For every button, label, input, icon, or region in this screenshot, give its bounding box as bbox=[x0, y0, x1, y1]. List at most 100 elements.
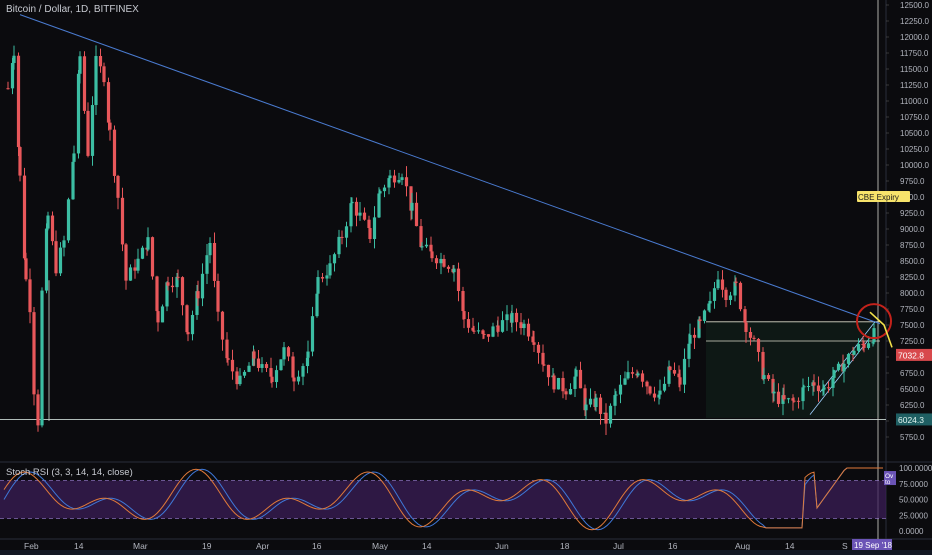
candle-body bbox=[16, 55, 21, 148]
candle-body bbox=[461, 291, 465, 312]
candle-body bbox=[734, 281, 738, 283]
candle-body bbox=[230, 359, 235, 372]
current-price-label: 7032.8 bbox=[898, 350, 924, 360]
candle-body bbox=[90, 105, 95, 156]
price-tick: 11250.0 bbox=[900, 81, 929, 90]
stoch-rsi-title[interactable]: Stoch RSI (3, 3, 14, 14, close) bbox=[6, 467, 133, 478]
rsi-badge-line1: Ov bbox=[885, 473, 894, 480]
candle-body bbox=[270, 376, 274, 383]
price-tick: 12250.0 bbox=[900, 17, 929, 26]
candle-body bbox=[522, 323, 526, 329]
candle-body bbox=[424, 244, 429, 247]
candle-body bbox=[452, 268, 456, 273]
candle-body bbox=[743, 309, 747, 323]
candle-body bbox=[274, 370, 279, 383]
price-tick: 7750.0 bbox=[900, 305, 925, 314]
candle-body bbox=[738, 282, 743, 310]
candle-body bbox=[372, 217, 377, 240]
candle-body bbox=[466, 319, 471, 328]
candle-body bbox=[150, 237, 155, 277]
candle-body bbox=[387, 178, 391, 188]
time-tick: Aug bbox=[735, 541, 750, 550]
candle-body bbox=[645, 381, 649, 387]
price-tick: 10500.0 bbox=[900, 129, 929, 138]
candle-body bbox=[291, 356, 295, 378]
candle-body bbox=[756, 338, 761, 352]
time-tick: Jul bbox=[613, 541, 624, 550]
candle-body bbox=[594, 397, 598, 408]
price-tick: 9750.0 bbox=[900, 177, 925, 186]
candle-body bbox=[195, 291, 199, 315]
candle-body bbox=[165, 282, 169, 307]
candle-body bbox=[761, 351, 765, 380]
candle-body bbox=[269, 368, 273, 377]
candle-body bbox=[28, 279, 32, 313]
time-tick: 14 bbox=[74, 541, 84, 550]
candle-body bbox=[856, 343, 861, 351]
rsi-badge-line2: to bbox=[885, 479, 891, 486]
candle-body bbox=[429, 244, 433, 252]
candle-body bbox=[496, 325, 500, 332]
candle-body bbox=[166, 282, 170, 286]
candle-body bbox=[697, 319, 701, 338]
date-badge bbox=[852, 539, 892, 550]
candle-body bbox=[18, 147, 22, 176]
candle-body bbox=[724, 289, 728, 300]
candle-body bbox=[22, 175, 27, 259]
candle-body bbox=[456, 268, 461, 292]
candle-body bbox=[176, 276, 180, 278]
time-tick: 19 bbox=[202, 541, 212, 550]
candle-body bbox=[677, 373, 681, 378]
candle-body bbox=[598, 397, 603, 414]
candle-body bbox=[377, 193, 381, 218]
candle-body bbox=[556, 377, 561, 390]
time-tick: May bbox=[372, 541, 389, 550]
candle-body bbox=[564, 391, 568, 395]
candle-body bbox=[462, 311, 466, 320]
candle-body bbox=[652, 393, 657, 398]
price-tick: 6750.0 bbox=[900, 369, 925, 378]
candle-body bbox=[776, 391, 781, 404]
candle-body bbox=[573, 376, 577, 389]
candle-body bbox=[54, 241, 58, 274]
price-tick: 8250.0 bbox=[900, 273, 925, 282]
time-tick: 14 bbox=[422, 541, 432, 550]
price-tick: 7250.0 bbox=[900, 337, 925, 346]
candle-body bbox=[802, 386, 806, 388]
candle-body bbox=[354, 201, 359, 216]
price-tick: 9000.0 bbox=[900, 225, 925, 234]
candle-body bbox=[491, 326, 495, 337]
candle-body bbox=[588, 398, 593, 405]
candle-body bbox=[531, 336, 535, 343]
time-tick: 18 bbox=[560, 541, 570, 550]
candle-body bbox=[286, 347, 291, 357]
candle-body bbox=[344, 226, 349, 238]
candle-body bbox=[781, 395, 785, 404]
rsi-tick: 100.0000 bbox=[899, 464, 932, 473]
candle-body bbox=[44, 228, 49, 291]
candle-body bbox=[446, 266, 451, 269]
candle-body bbox=[678, 377, 682, 385]
candle-body bbox=[10, 63, 15, 89]
price-tick: 6500.0 bbox=[900, 385, 925, 394]
candle-body bbox=[672, 370, 677, 374]
candle-body bbox=[826, 387, 831, 389]
candle-body bbox=[180, 277, 185, 306]
candle-body bbox=[116, 175, 120, 198]
candle-body bbox=[514, 312, 519, 323]
candle-body bbox=[170, 285, 175, 288]
symbol-title[interactable]: Bitcoin / Dollar, 1D, BITFINEX bbox=[6, 4, 139, 15]
time-tick: Jun bbox=[495, 541, 509, 550]
candle-body bbox=[247, 365, 251, 372]
candle-body bbox=[720, 279, 725, 290]
candle-body bbox=[340, 236, 344, 238]
candle-body bbox=[400, 177, 404, 180]
candle-body bbox=[772, 391, 776, 394]
candle-body bbox=[264, 364, 269, 369]
candle-body bbox=[235, 371, 239, 385]
candle-body bbox=[542, 364, 546, 366]
candle-body bbox=[510, 312, 514, 323]
candle-body bbox=[76, 73, 81, 154]
candle-body bbox=[155, 276, 159, 312]
